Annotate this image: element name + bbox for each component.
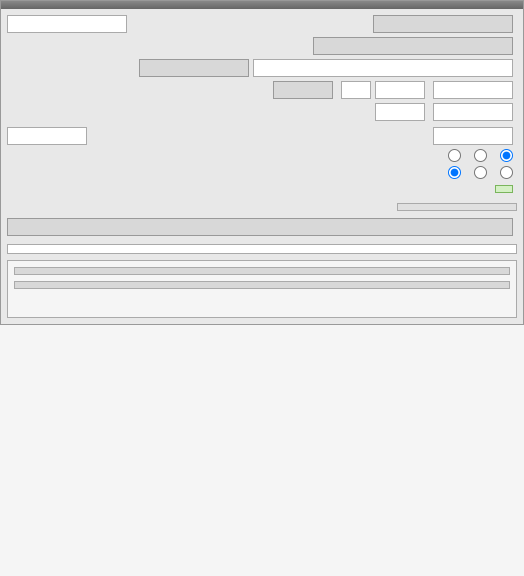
creator-section-title bbox=[14, 281, 510, 289]
details-panel bbox=[0, 0, 524, 325]
contract-opt3[interactable] bbox=[445, 166, 461, 179]
row-validity bbox=[7, 103, 517, 121]
budget-radio-group bbox=[445, 149, 513, 162]
row-requester bbox=[7, 59, 517, 77]
budget-opt1[interactable] bbox=[497, 149, 513, 162]
row-deadline bbox=[7, 81, 517, 99]
deadline-date-field bbox=[433, 81, 513, 99]
row-need-title bbox=[7, 185, 517, 193]
panel-body bbox=[1, 9, 523, 324]
row-group bbox=[7, 218, 517, 236]
need-title-value bbox=[495, 185, 513, 193]
group-field bbox=[7, 218, 513, 236]
row-contract-type bbox=[7, 166, 517, 179]
delivery-city-field bbox=[7, 127, 87, 145]
org-contact-box bbox=[7, 260, 517, 318]
budget-opt3[interactable] bbox=[445, 149, 461, 162]
items-section-title bbox=[397, 203, 517, 211]
deadline-time-field bbox=[375, 81, 425, 99]
budget-opt2[interactable] bbox=[471, 149, 487, 162]
buyer-org-field bbox=[313, 37, 513, 55]
row-request-no bbox=[7, 15, 517, 33]
days-field bbox=[341, 81, 371, 99]
validity-date-field bbox=[433, 103, 513, 121]
delivery-state-field bbox=[433, 127, 513, 145]
row-delivery bbox=[7, 127, 517, 145]
contract-opt1[interactable] bbox=[497, 166, 513, 179]
org-section-title bbox=[14, 267, 510, 275]
contract-radio-group bbox=[445, 166, 513, 179]
requester-field bbox=[253, 59, 513, 77]
request-no-field bbox=[373, 15, 513, 33]
row-buyer-org bbox=[7, 37, 517, 55]
contact-info-field[interactable] bbox=[139, 59, 249, 77]
row-budget-class bbox=[7, 149, 517, 162]
announce-field bbox=[7, 15, 127, 33]
contract-opt2[interactable] bbox=[471, 166, 487, 179]
remaining-field bbox=[273, 81, 333, 99]
panel-title bbox=[1, 1, 523, 9]
validity-time-field bbox=[375, 103, 425, 121]
buyer-desc-box bbox=[7, 244, 517, 254]
